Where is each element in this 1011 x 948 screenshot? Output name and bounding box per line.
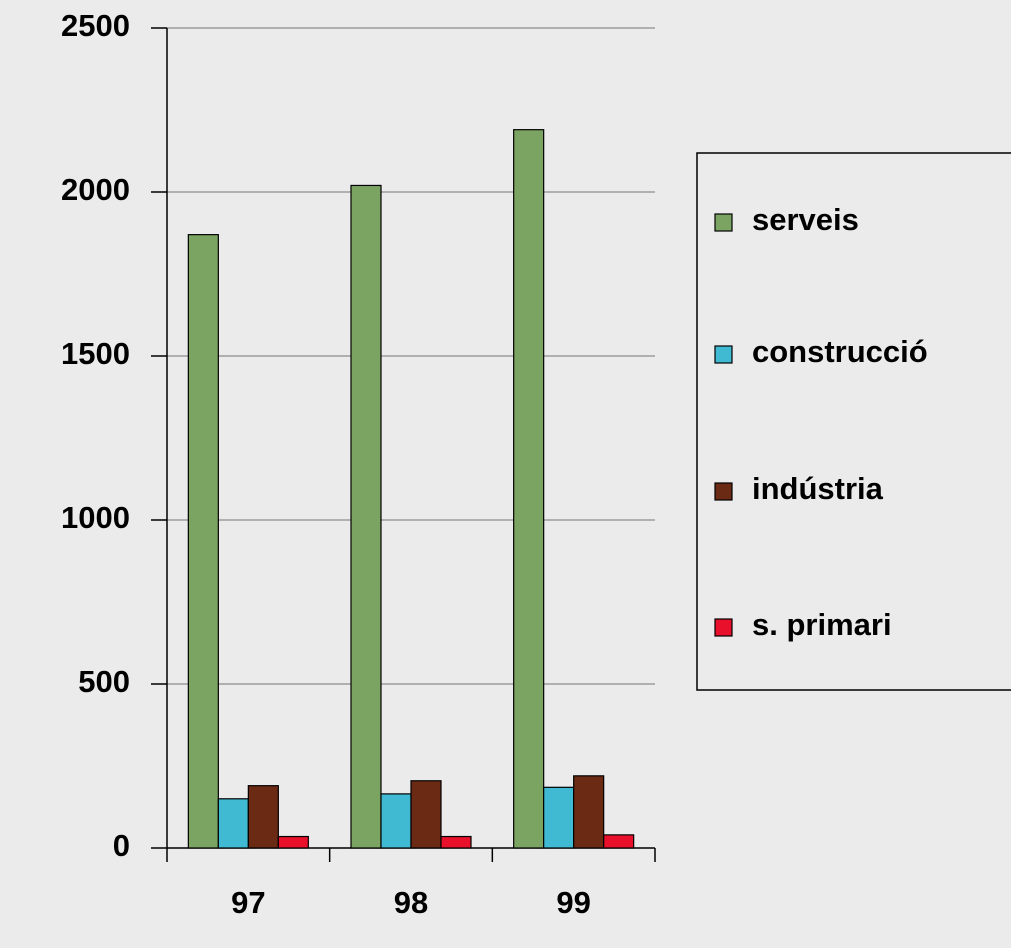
bar	[217, 798, 249, 849]
bar	[247, 785, 279, 849]
x-tick-label: 98	[394, 885, 428, 920]
legend-swatch	[714, 345, 733, 364]
y-tick-label: 1000	[61, 500, 130, 535]
x-tick-label: 97	[231, 885, 265, 920]
bar	[543, 786, 575, 849]
y-tick-label: 500	[78, 664, 130, 699]
bar	[573, 775, 605, 849]
bar	[187, 234, 219, 849]
y-tick-label: 2500	[61, 8, 130, 43]
legend-swatch	[714, 482, 733, 501]
legend-box	[696, 152, 1011, 691]
bar	[410, 780, 442, 849]
legend-label: serveis	[752, 202, 859, 237]
legend-label: construcció	[752, 334, 928, 369]
bar	[440, 835, 472, 849]
legend-swatch	[714, 618, 733, 637]
bar	[603, 834, 635, 849]
bar	[350, 184, 382, 849]
legend-label: indústria	[752, 471, 884, 506]
bar	[380, 793, 412, 849]
bar	[277, 835, 309, 849]
bar	[513, 129, 545, 849]
x-tick-label: 99	[556, 885, 590, 920]
y-tick-label: 0	[113, 828, 130, 863]
legend-swatch	[714, 213, 733, 232]
legend-label: s. primari	[752, 607, 892, 642]
y-tick-label: 1500	[61, 336, 130, 371]
y-tick-label: 2000	[61, 172, 130, 207]
